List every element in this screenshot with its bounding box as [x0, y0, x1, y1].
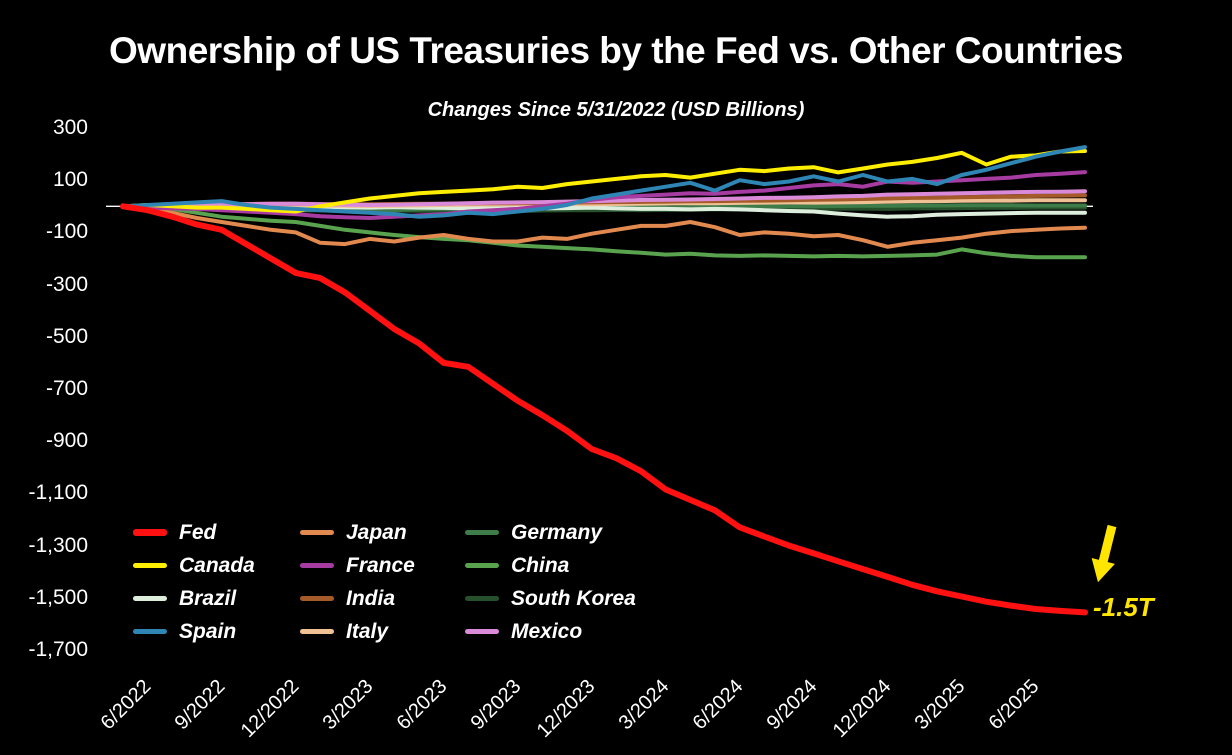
legend-label: China	[511, 554, 570, 577]
legend-label: Italy	[346, 620, 389, 643]
series-line-japan	[121, 204, 1087, 249]
series-line-mexico	[121, 189, 1087, 209]
y-axis-tick-label: -1,100	[28, 481, 88, 505]
y-axis-tick-label: -900	[45, 429, 88, 453]
legend-label: Canada	[179, 554, 255, 577]
legend-swatch-spain	[133, 629, 167, 634]
legend-label: Japan	[346, 521, 407, 544]
legend-swatch-brazil	[133, 596, 167, 601]
chart-subtitle: Changes Since 5/31/2022 (USD Billions)	[427, 99, 805, 121]
legend-swatch-italy	[300, 629, 334, 634]
legend-swatch-germany	[465, 530, 499, 535]
annotation-label: -1.5T	[1093, 592, 1154, 622]
legend-swatch-fed	[133, 529, 167, 536]
legend-swatch-france	[300, 563, 334, 568]
legend-swatch-china	[465, 563, 499, 568]
legend-label: Brazil	[179, 587, 237, 610]
y-axis-tick-label: -100	[45, 220, 88, 244]
legend-swatch-south-korea	[465, 596, 499, 601]
legend-label: Mexico	[511, 620, 583, 643]
legend-swatch-japan	[300, 530, 334, 535]
y-axis-tick-label: -1,300	[28, 533, 88, 557]
legend-label: Spain	[179, 620, 237, 643]
legend-label: India	[346, 587, 396, 610]
series-line-spain	[121, 145, 1087, 219]
y-axis-tick-label: -700	[45, 377, 88, 400]
y-axis-tick-label: -1,500	[28, 585, 88, 609]
legend-label: South Korea	[511, 587, 636, 610]
legend-swatch-india	[300, 596, 334, 601]
legend-swatch-canada	[133, 563, 167, 568]
series-line-fed	[120, 203, 1088, 616]
y-axis-tick-label: 100	[52, 168, 88, 192]
y-axis-tick-label: -1,700	[28, 638, 88, 661]
y-axis-tick-label: 300	[52, 116, 88, 139]
legend-swatch-mexico	[465, 629, 499, 634]
series-line-china	[121, 204, 1087, 260]
legend-label: Germany	[511, 521, 603, 544]
annotation-arrow-icon	[1091, 524, 1117, 583]
legend-label: Fed	[179, 521, 217, 544]
y-axis-tick-label: -500	[45, 324, 88, 348]
y-axis-tick-label: -300	[45, 272, 88, 296]
series-line-canada	[121, 149, 1087, 214]
page-title: Ownership of US Treasuries by the Fed vs…	[109, 30, 1123, 71]
legend-label: France	[346, 554, 415, 577]
